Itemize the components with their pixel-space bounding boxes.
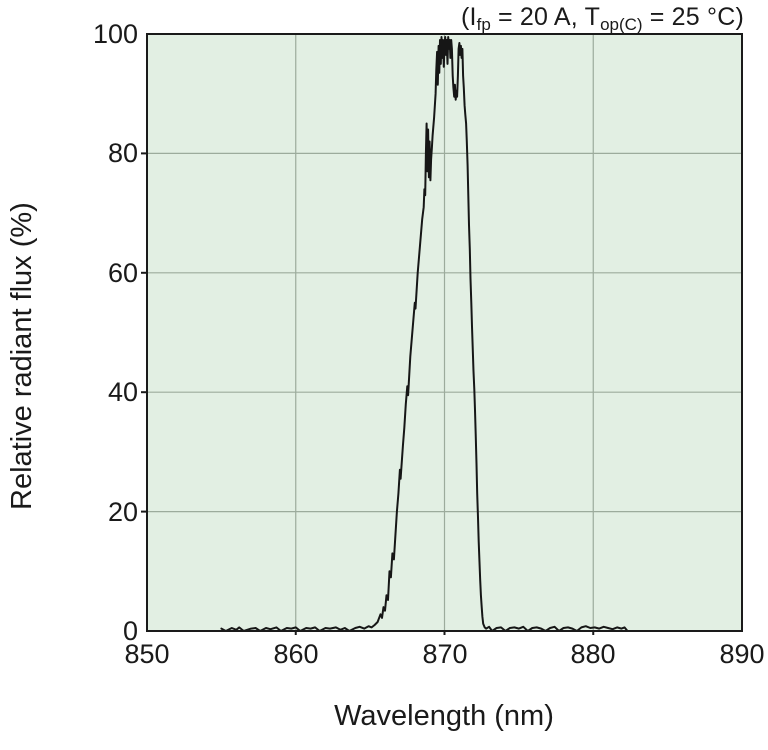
y-axis-title: Relative radiant flux (%) [6, 202, 38, 510]
annotation-part2: = 20 A, T [490, 3, 601, 31]
y-tick-label-40: 40 [107, 377, 138, 407]
annotation-part1: (I [460, 3, 477, 31]
spectral-trace [220, 36, 629, 632]
annotation-sub-opc: op(C) [600, 14, 643, 34]
x-tick-label-870: 870 [422, 639, 468, 669]
test-condition-annotation: (Ifp = 20 A, Top(C) = 25 °C) [461, 3, 744, 35]
annotation-part3: = 25 °C) [642, 3, 744, 31]
y-tick-label-100: 100 [92, 19, 138, 49]
x-tick-label-860: 860 [273, 639, 319, 669]
y-tick-label-20: 20 [107, 497, 138, 527]
x-tick-label-850: 850 [124, 639, 170, 669]
x-tick-label-880: 880 [570, 639, 616, 669]
y-tick-label-0: 0 [122, 616, 138, 646]
annotation-sub-fp: fp [476, 14, 491, 34]
x-tick-label-890: 890 [719, 639, 765, 669]
x-axis-title: Wavelength (nm) [334, 700, 554, 732]
y-tick-label-60: 60 [107, 258, 138, 288]
y-tick-label-80: 80 [107, 138, 138, 168]
